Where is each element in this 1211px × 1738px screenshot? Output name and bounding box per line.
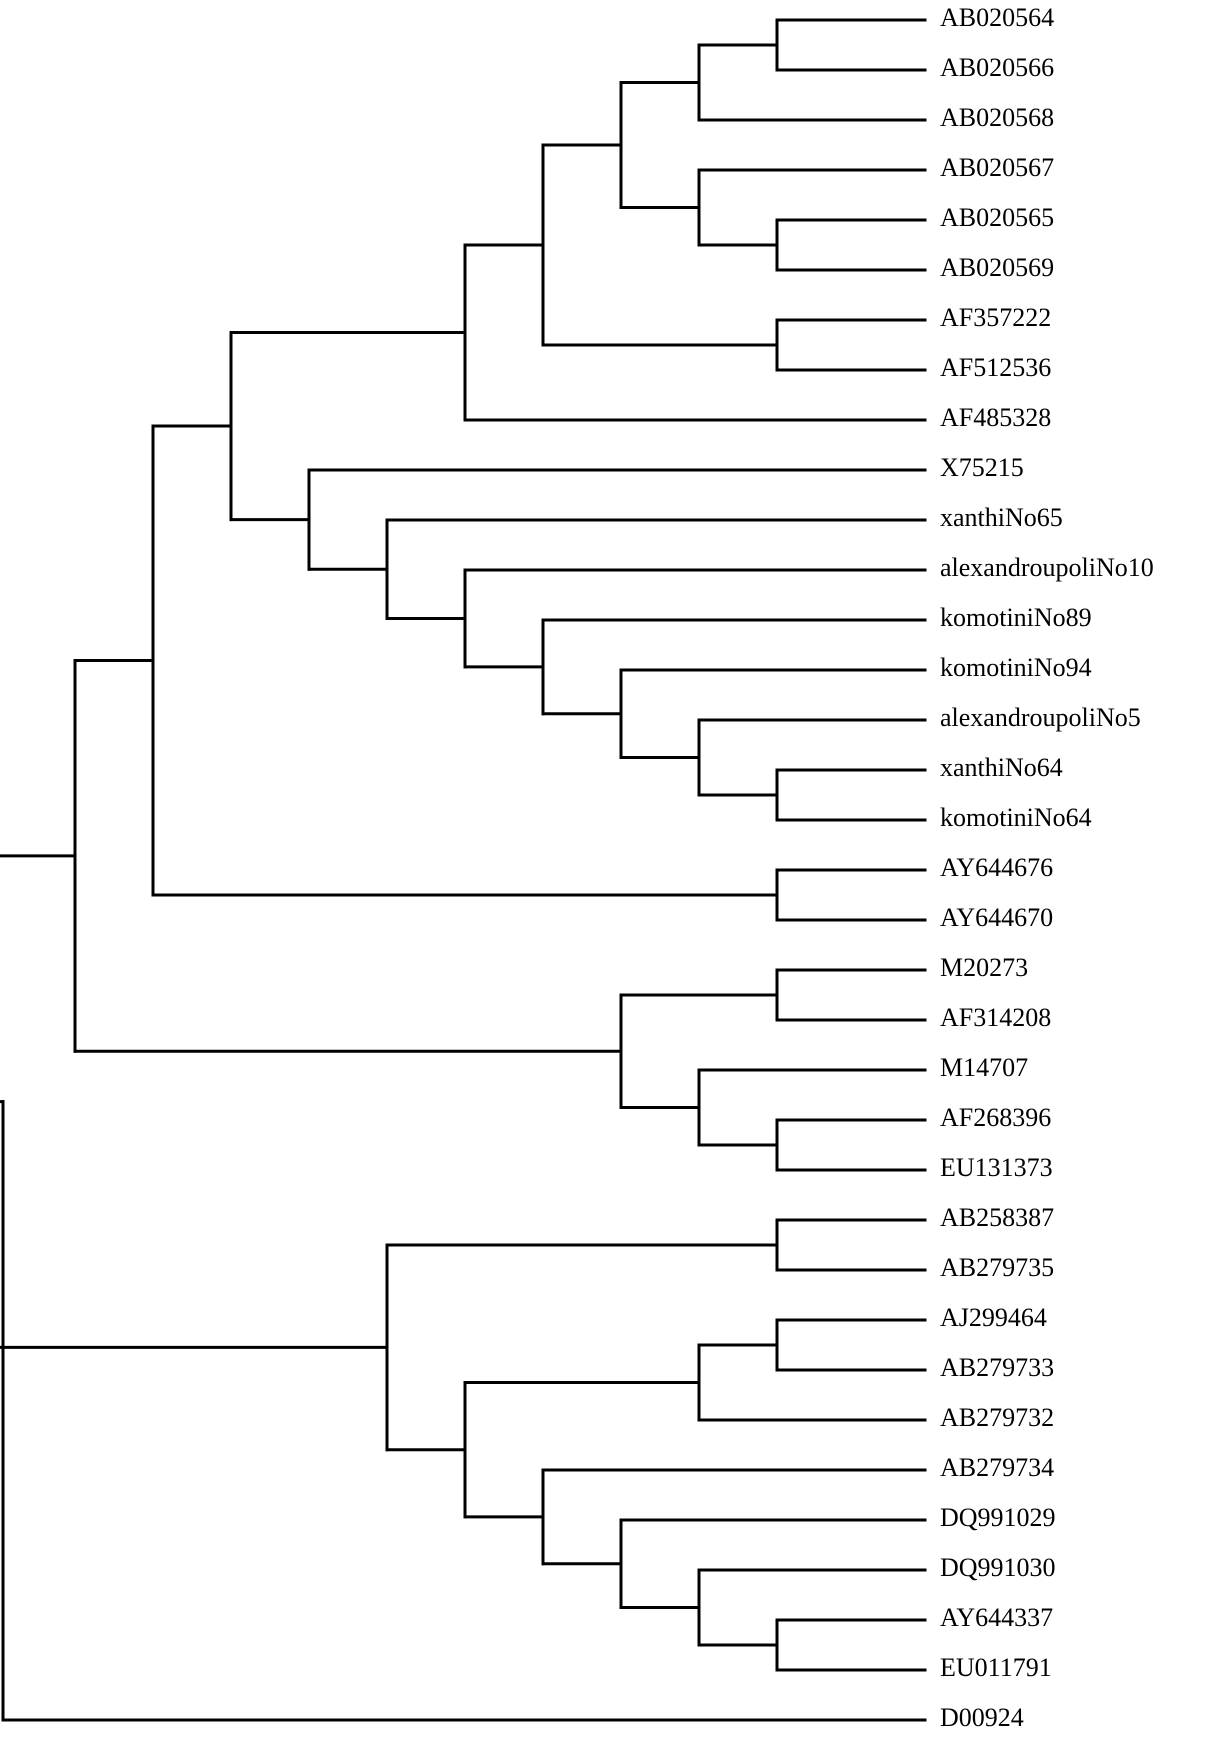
leaf-labels: AB020564 AB020566 AB020568 AB020567 AB020565… xyxy=(940,3,1154,1732)
leaf-label: AB020569 xyxy=(940,253,1054,282)
leaf-label: alexandroupoliNo5 xyxy=(940,703,1141,732)
leaf-label: AJ299464 xyxy=(940,1303,1047,1332)
leaf-label: M20273 xyxy=(940,953,1028,982)
leaf-label: M14707 xyxy=(940,1053,1028,1082)
leaf-label: AB279735 xyxy=(940,1253,1054,1282)
leaf-label: EU131373 xyxy=(940,1153,1053,1182)
leaf-label: AY644337 xyxy=(940,1603,1053,1632)
leaf-label: AB020566 xyxy=(940,53,1054,82)
leaf-label: AB258387 xyxy=(940,1203,1054,1232)
leaf-label: xanthiNo64 xyxy=(940,753,1063,782)
leaf-label: komotiniNo89 xyxy=(940,603,1092,632)
leaf-label: komotiniNo94 xyxy=(940,653,1092,682)
leaf-label: AY644676 xyxy=(940,853,1053,882)
leaf-label: DQ991029 xyxy=(940,1503,1056,1532)
leaf-label: AB020568 xyxy=(940,103,1054,132)
leaf-label: D00924 xyxy=(940,1703,1024,1732)
leaf-label: AF485328 xyxy=(940,403,1051,432)
leaf-label: AY644670 xyxy=(940,903,1053,932)
leaf-label: DQ991030 xyxy=(940,1553,1056,1582)
leaf-label: AF314208 xyxy=(940,1003,1051,1032)
leaf-label: xanthiNo65 xyxy=(940,503,1063,532)
leaf-label: AB020567 xyxy=(940,153,1054,182)
leaf-label: EU011791 xyxy=(940,1653,1052,1682)
leaf-label: AB279734 xyxy=(940,1453,1054,1482)
leaf-label: AB279733 xyxy=(940,1353,1054,1382)
leaf-label: AF268396 xyxy=(940,1103,1051,1132)
leaf-label: alexandroupoliNo10 xyxy=(940,553,1154,582)
tree-branches xyxy=(0,18,927,1722)
leaf-label: AB020565 xyxy=(940,203,1054,232)
leaf-label: AB020564 xyxy=(940,3,1054,32)
leaf-label: AB279732 xyxy=(940,1403,1054,1432)
leaf-label: X75215 xyxy=(940,453,1024,482)
leaf-label: komotiniNo64 xyxy=(940,803,1092,832)
leaf-label: AF512536 xyxy=(940,353,1051,382)
leaf-label: AF357222 xyxy=(940,303,1051,332)
